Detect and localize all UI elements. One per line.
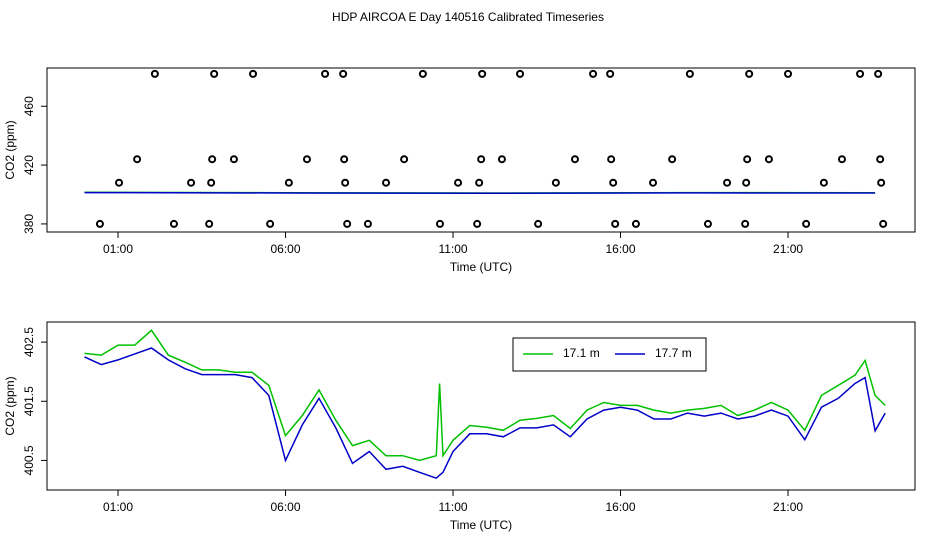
point	[207, 178, 216, 187]
y-axis-label: CO2 (ppm)	[3, 376, 17, 435]
x-axis-label: Time (UTC)	[450, 260, 512, 274]
point	[703, 219, 712, 228]
x-tick-label: 11:00	[438, 500, 467, 514]
point	[742, 178, 751, 187]
point	[723, 178, 732, 187]
y-axis-label: CO2 (ppm)	[3, 120, 17, 179]
y-tick-label: 400.5	[22, 445, 36, 475]
point	[473, 219, 482, 228]
point	[284, 178, 293, 187]
point	[551, 178, 560, 187]
point	[743, 155, 752, 164]
point	[856, 69, 865, 78]
y-tick-label: 460	[22, 96, 36, 116]
point	[340, 155, 349, 164]
point	[477, 155, 486, 164]
point	[302, 155, 311, 164]
point	[266, 219, 275, 228]
point	[210, 69, 219, 78]
point	[229, 155, 238, 164]
point	[249, 69, 258, 78]
point	[649, 178, 658, 187]
point	[741, 219, 750, 228]
point	[208, 155, 217, 164]
x-tick-label: 21:00	[773, 242, 803, 256]
x-tick-label: 21:00	[773, 500, 803, 514]
y-tick-label: 402.5	[22, 327, 36, 357]
point	[339, 69, 348, 78]
x-tick-label: 06:00	[271, 500, 301, 514]
point	[570, 155, 579, 164]
plot-frame	[46, 321, 916, 491]
point	[819, 178, 828, 187]
point	[150, 69, 159, 78]
series-line	[84, 329, 886, 462]
point	[685, 69, 694, 78]
chart-title: HDP AIRCOA E Day 140516 Calibrated Times…	[332, 10, 604, 24]
point	[454, 178, 463, 187]
point	[802, 219, 811, 228]
point	[475, 178, 484, 187]
x-tick-label: 06:00	[271, 242, 301, 256]
point	[418, 69, 427, 78]
point	[133, 155, 142, 164]
point	[609, 178, 618, 187]
series-line	[84, 191, 876, 195]
x-tick-label: 01:00	[103, 500, 133, 514]
point	[784, 69, 793, 78]
point	[341, 178, 350, 187]
x-tick-label: 01:00	[103, 242, 133, 256]
point	[764, 155, 773, 164]
point	[631, 219, 640, 228]
point	[95, 219, 104, 228]
point	[534, 219, 543, 228]
point	[478, 69, 487, 78]
point	[877, 178, 886, 187]
point	[343, 219, 352, 228]
point	[321, 69, 330, 78]
x-tick-label: 11:00	[438, 242, 467, 256]
legend-label: 17.7 m	[655, 346, 692, 360]
y-tick-label: 380	[22, 214, 36, 234]
point	[589, 69, 598, 78]
x-tick-label: 16:00	[606, 500, 636, 514]
x-tick-label: 16:00	[606, 242, 636, 256]
point	[169, 219, 178, 228]
point	[435, 219, 444, 228]
point	[874, 69, 883, 78]
x-axis-label: Time (UTC)	[450, 518, 512, 532]
point	[382, 178, 391, 187]
y-tick-label: 420	[22, 155, 36, 175]
point	[497, 155, 506, 164]
point	[363, 219, 372, 228]
point	[745, 69, 754, 78]
point	[187, 178, 196, 187]
point	[668, 155, 677, 164]
point	[400, 155, 409, 164]
legend-label: 17.1 m	[563, 346, 600, 360]
series-line	[84, 347, 886, 480]
point	[115, 178, 124, 187]
point	[876, 155, 885, 164]
point	[837, 155, 846, 164]
point	[606, 69, 615, 78]
y-tick-label: 401.5	[22, 386, 36, 416]
plot-frame	[46, 67, 916, 233]
point	[607, 155, 616, 164]
point	[611, 219, 620, 228]
point	[205, 219, 214, 228]
point	[516, 69, 525, 78]
point	[879, 219, 888, 228]
